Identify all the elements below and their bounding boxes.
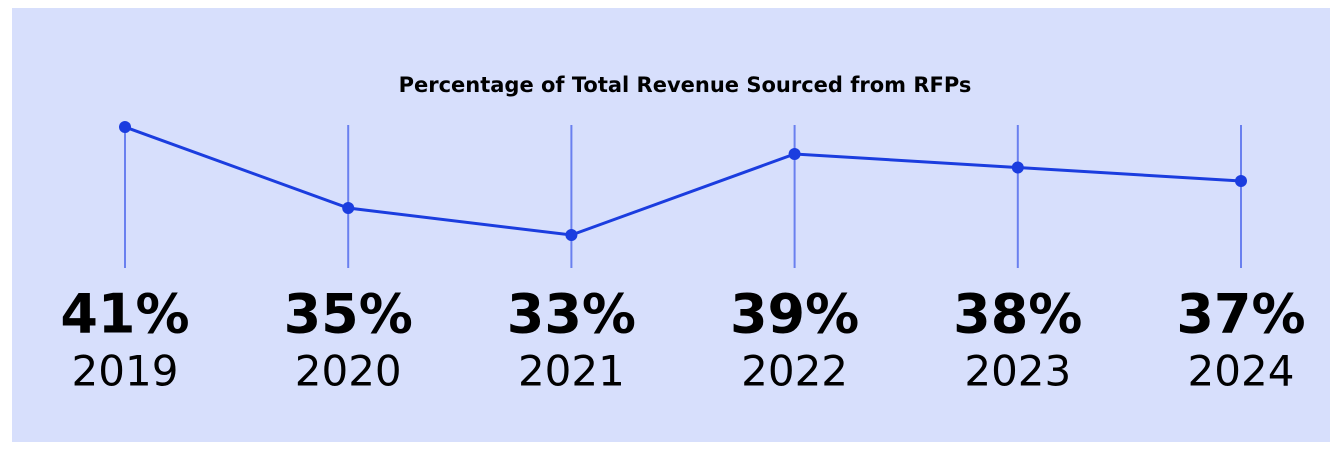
value-label: 35% bbox=[284, 283, 413, 346]
point bbox=[119, 121, 131, 133]
line bbox=[124, 125, 1242, 237]
x-tick-label: 2021 bbox=[518, 347, 625, 396]
value-label: 39% bbox=[730, 283, 859, 346]
chart-title: Percentage of Total Revenue Sourced from… bbox=[399, 73, 972, 97]
x-tick-label: 2022 bbox=[741, 347, 848, 396]
point bbox=[788, 148, 801, 160]
panel bbox=[12, 8, 1330, 442]
x-tick-label: 2020 bbox=[295, 347, 402, 396]
value-label: 41% bbox=[60, 283, 189, 346]
x-tick-label: 2023 bbox=[964, 347, 1071, 396]
value-label: 33% bbox=[507, 283, 636, 346]
point bbox=[342, 202, 355, 214]
value-label: 38% bbox=[953, 283, 1082, 346]
point bbox=[565, 229, 578, 241]
point bbox=[1235, 175, 1247, 187]
value-label: 37% bbox=[1176, 283, 1305, 346]
point bbox=[1011, 161, 1024, 174]
x-tick-label: 2024 bbox=[1188, 347, 1295, 396]
x-tick-label: 2019 bbox=[72, 347, 179, 396]
